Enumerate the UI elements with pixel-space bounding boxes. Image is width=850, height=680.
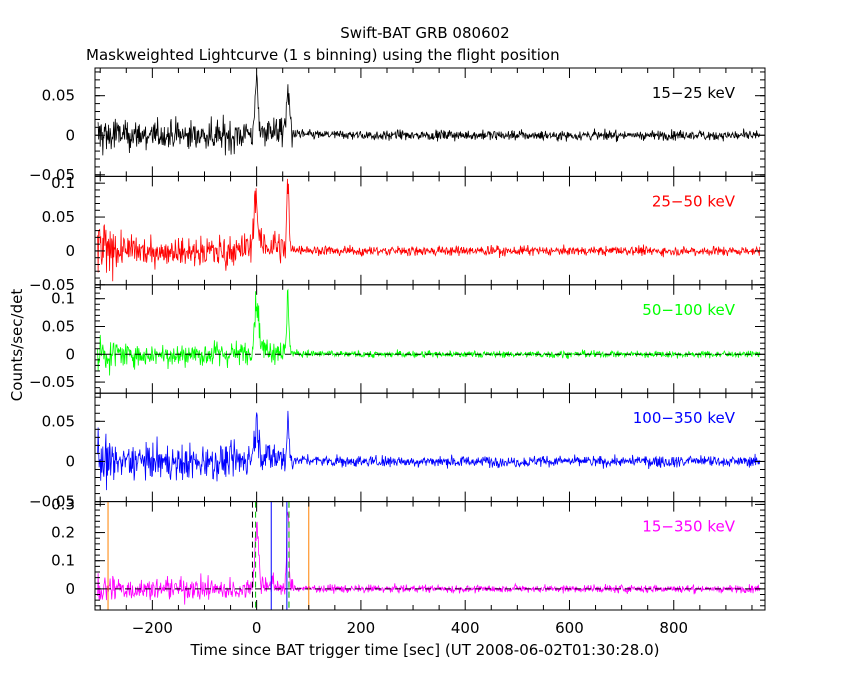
y-tick-label: 0.1 [51,552,75,570]
series-line-4 [97,410,761,491]
y-tick-label: 0 [65,242,75,260]
panel-energy-label: 15−25 keV [652,84,736,102]
panel-1: −0.05 0 0.05 15−25 keV [29,67,766,184]
y-tick-label: 0 [65,126,75,144]
y-tick-label: 0.2 [51,524,75,542]
panel-2: −0.05 0 0.05 0.1 25−50 keV [29,174,766,294]
panel-4: −0.05 0 0.05 100−350 keV [29,392,766,511]
panel-energy-label: 50−100 keV [642,301,735,319]
y-tick-label: −0.05 [29,276,75,294]
x-tick-label: 600 [555,619,584,637]
panels-group: −0.05 0 0.05 15−25 keV −0.05 0 0.05 0.1 25−50 ke… [29,67,766,637]
panel-energy-label: 25−50 keV [652,192,736,210]
y-tick-label: 0.1 [51,290,75,308]
x-tick-label: 0 [252,619,262,637]
panel-3: −0.05 0 0.05 0.1 50−100 keV [29,284,766,394]
chart-title: Swift-BAT GRB 080602 [340,24,509,42]
y-tick-label: 0.1 [51,174,75,192]
y-tick-label: −0.05 [29,373,75,391]
y-tick-label: 0 [65,345,75,363]
series-line-2 [97,178,761,282]
y-axis-label: Counts/sec/det [8,289,26,402]
y-tick-label: 0 [65,580,75,598]
y-tick-label: −0.05 [29,166,75,184]
series-line-1 [97,74,761,156]
panel-frame [94,501,766,611]
y-tick-label: 0.05 [42,412,75,430]
y-tick-label: −0.05 [29,493,75,511]
x-axis-label: Time since BAT trigger time [sec] (UT 20… [190,641,660,659]
y-tick-label: 0.05 [42,87,75,105]
y-tick-label: 0.3 [51,495,75,513]
x-tick-label: 400 [451,619,480,637]
x-tick-label: −200 [132,619,173,637]
y-tick-label: 0.05 [42,208,75,226]
y-tick-label: 0 [65,452,75,470]
panel-energy-label: 15−350 keV [642,518,735,536]
y-tick-label: 0.05 [42,317,75,335]
panel-5: 0 0.1 0.2 0.3 15−350 keV [51,495,766,611]
panel-energy-label: 100−350 keV [633,409,736,427]
chart-subtitle: Maskweighted Lightcurve (1 s binning) us… [86,46,560,64]
x-tick-label: 800 [659,619,688,637]
x-tick-label: 200 [347,619,376,637]
series-line-5 [97,511,761,605]
